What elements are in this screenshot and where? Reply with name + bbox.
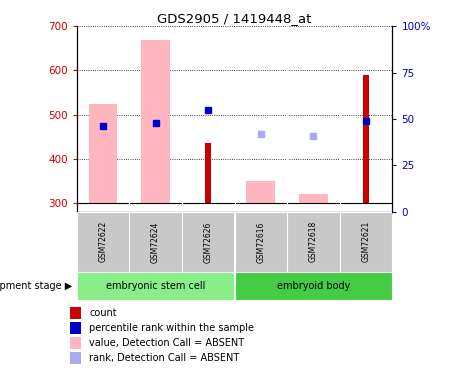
Bar — [129, 212, 182, 272]
Text: value, Detection Call = ABSENT: value, Detection Call = ABSENT — [89, 338, 244, 348]
Bar — [141, 39, 170, 203]
Bar — [363, 75, 369, 203]
Text: GSM72622: GSM72622 — [98, 221, 107, 262]
Text: count: count — [89, 308, 117, 318]
Bar — [77, 272, 235, 300]
Text: GSM72624: GSM72624 — [151, 221, 160, 262]
Bar — [246, 182, 275, 203]
Bar — [70, 352, 81, 364]
Bar — [88, 105, 117, 203]
Bar — [340, 212, 392, 272]
Bar — [299, 194, 328, 203]
Title: GDS2905 / 1419448_at: GDS2905 / 1419448_at — [157, 12, 312, 25]
Bar — [70, 322, 81, 334]
Text: embryoid body: embryoid body — [277, 281, 350, 291]
Text: GSM72618: GSM72618 — [309, 221, 318, 262]
Bar — [77, 212, 129, 272]
Bar — [70, 307, 81, 319]
Bar — [205, 143, 212, 203]
Text: embryonic stem cell: embryonic stem cell — [106, 281, 205, 291]
Bar — [235, 212, 287, 272]
Bar — [70, 337, 81, 349]
Bar — [287, 212, 340, 272]
Text: rank, Detection Call = ABSENT: rank, Detection Call = ABSENT — [89, 353, 239, 363]
Text: percentile rank within the sample: percentile rank within the sample — [89, 323, 254, 333]
Text: GSM72626: GSM72626 — [204, 221, 213, 262]
Text: GSM72621: GSM72621 — [362, 221, 371, 262]
Bar — [235, 272, 392, 300]
Text: development stage ▶: development stage ▶ — [0, 281, 72, 291]
Text: GSM72616: GSM72616 — [256, 221, 265, 262]
Bar — [182, 212, 235, 272]
